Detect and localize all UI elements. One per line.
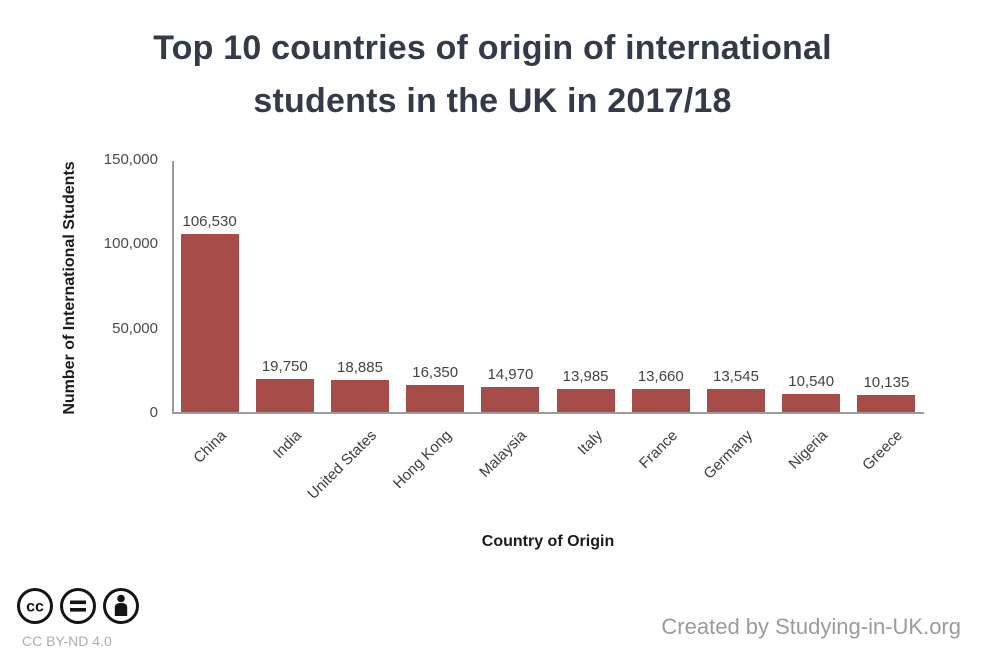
equals-icon: [59, 587, 97, 630]
bar-value-label: 10,540: [788, 373, 835, 390]
license-block: cc CC BY-ND 4.0: [16, 587, 140, 649]
y-tick-label: 50,000: [112, 319, 158, 337]
bar-italy: [556, 389, 615, 412]
license-icons: cc: [16, 587, 140, 630]
bar-value-label: 19,750: [261, 358, 308, 375]
bar-value-label: 106,530: [182, 213, 237, 230]
y-tick-label: 150,000: [103, 151, 158, 168]
bar-hong-kong: [406, 385, 465, 412]
bar-france: [631, 389, 690, 412]
bar-germany: [707, 389, 765, 412]
plot-area: 106,530 19,750 18,885 16,350 14,970 13,985 13,…: [172, 161, 924, 414]
bar-value-label: 13,660: [637, 368, 684, 385]
license-label: CC BY-ND 4.0: [22, 633, 112, 649]
chart-title: Top 10 countries of origin of internatio…: [153, 29, 832, 120]
cc-icon: cc: [16, 587, 54, 630]
bar-value-label: 14,970: [487, 366, 534, 383]
bar-value-label: 18,885: [337, 359, 383, 376]
y-tick-label: 100,000: [103, 235, 158, 253]
bar-india: [255, 379, 314, 412]
y-tick-label: 0: [149, 404, 158, 421]
x-axis-title: Country of Origin: [481, 533, 615, 550]
bar-nigeria: [782, 394, 841, 412]
bar-china: [180, 234, 239, 412]
bar-value-label: 16,350: [412, 364, 459, 381]
bar-united-states: [331, 380, 389, 412]
bar-greece: [857, 395, 916, 412]
person-icon: [102, 587, 140, 630]
bar-value-label: 13,985: [562, 368, 609, 385]
bar-malaysia: [481, 387, 540, 412]
bar-value-label: 13,545: [713, 368, 759, 385]
bar-value-label: 10,135: [863, 374, 910, 391]
svg-text:cc: cc: [26, 599, 44, 616]
y-axis-title: Number of International Students: [61, 161, 78, 415]
credit-text: Created by Studying-in-UK.org: [661, 614, 961, 639]
